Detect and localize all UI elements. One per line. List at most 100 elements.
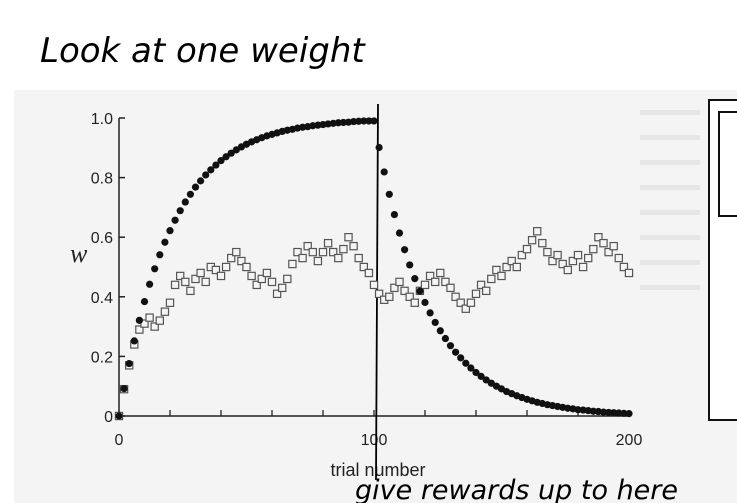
open-square-point — [599, 238, 608, 248]
filled-circle-point — [426, 309, 434, 317]
open-square-point — [614, 253, 624, 263]
open-square-point — [558, 259, 567, 269]
filled-circle-point — [197, 177, 205, 185]
open-square-point — [563, 265, 573, 275]
open-square-point — [532, 227, 542, 236]
open-square-point — [201, 277, 210, 287]
open-square-point — [619, 262, 629, 272]
open-square-point — [303, 241, 312, 251]
open-square-point — [247, 271, 256, 281]
filled-circle-point — [446, 342, 455, 350]
open-square-point — [262, 268, 272, 278]
faint-page-text — [640, 110, 700, 290]
filled-circle-point — [202, 171, 210, 179]
filled-circle-point — [135, 316, 143, 324]
filled-circle-point — [615, 409, 623, 417]
open-square-point — [512, 262, 522, 272]
filled-circle-point — [334, 119, 342, 127]
filled-circle-point — [191, 183, 200, 191]
filled-circle-point — [390, 210, 398, 219]
open-square-point — [405, 292, 414, 302]
open-square-point — [186, 286, 195, 296]
open-square-point — [155, 316, 164, 325]
x-axis-title: trial number — [330, 460, 425, 480]
open-square-point — [354, 253, 363, 263]
open-square-point — [221, 262, 231, 272]
filled-circle-point — [589, 407, 597, 415]
filled-circle-point — [140, 297, 149, 306]
filled-circle-point — [125, 359, 133, 368]
filled-circle-point — [452, 348, 460, 356]
filled-circle-point — [207, 166, 215, 174]
filled-circle-point — [416, 287, 424, 295]
open-square-point — [242, 262, 251, 272]
handwritten-bottom-annotation: give rewards up to here — [355, 475, 678, 503]
x-ticks: 0 100 200 — [115, 410, 642, 449]
x-tick-label: 100 — [361, 432, 388, 449]
open-square-point — [359, 262, 369, 272]
open-square-point — [573, 250, 583, 260]
y-tick-label: 1.0 — [91, 111, 113, 128]
open-square-point — [589, 244, 598, 254]
filled-circle-point — [441, 334, 449, 343]
filled-circle-point — [360, 117, 368, 125]
filled-circle-point — [477, 372, 485, 380]
open-square-point — [507, 256, 516, 266]
y-tick-label: 0.4 — [91, 290, 113, 307]
open-square-point — [517, 250, 527, 260]
open-square-point — [420, 280, 430, 290]
open-square-point — [466, 298, 476, 307]
open-square-point — [492, 265, 501, 275]
open-square-point — [553, 250, 562, 260]
right-inner-box — [718, 111, 737, 217]
y-axis-title: w — [70, 239, 88, 268]
filled-circle-point — [457, 354, 465, 362]
filled-circle-point — [467, 364, 475, 372]
open-square-point — [410, 298, 420, 307]
filled-circle-point — [120, 384, 128, 393]
open-square-point — [609, 241, 618, 251]
open-square-point — [227, 253, 236, 263]
series-filled-circles — [115, 117, 633, 420]
open-square-point — [471, 289, 481, 299]
filled-circle-point — [370, 117, 378, 125]
y-tick-label: 0.2 — [91, 349, 113, 366]
y-tick-label: 0 — [104, 409, 113, 426]
filled-circle-point — [610, 409, 618, 417]
filled-circle-point — [395, 229, 404, 237]
y-ticks: 0 0.2 0.4 0.6 0.8 1.0 — [91, 111, 125, 426]
open-square-point — [323, 238, 333, 248]
open-square-point — [160, 307, 170, 316]
filled-circle-point — [482, 376, 490, 384]
open-square-point — [344, 233, 353, 242]
filled-circle-point — [599, 408, 608, 416]
filled-circle-point — [217, 157, 225, 165]
open-square-point — [191, 274, 200, 284]
open-square-point — [278, 283, 287, 293]
filled-circle-point — [212, 161, 220, 169]
open-square-point — [339, 244, 348, 254]
filled-circle-point — [620, 409, 628, 417]
open-square-point — [425, 271, 435, 281]
open-square-point — [461, 304, 471, 313]
open-square-point — [374, 289, 384, 299]
open-square-point — [624, 268, 634, 278]
filled-circle-point — [401, 246, 409, 254]
open-square-point — [170, 280, 180, 290]
open-square-point — [150, 322, 159, 331]
open-square-point — [135, 325, 144, 334]
open-square-point — [257, 274, 267, 284]
open-square-point — [349, 241, 358, 251]
open-square-point — [476, 280, 486, 290]
open-square-point — [329, 247, 338, 257]
open-square-point — [272, 289, 282, 299]
filled-circle-point — [462, 359, 470, 367]
filled-circle-point — [385, 190, 393, 198]
open-square-point — [293, 247, 302, 257]
filled-circle-point — [146, 280, 154, 288]
open-square-point — [237, 256, 246, 266]
open-square-point — [369, 280, 379, 290]
open-square-point — [538, 238, 547, 248]
filled-circle-point — [406, 261, 414, 269]
